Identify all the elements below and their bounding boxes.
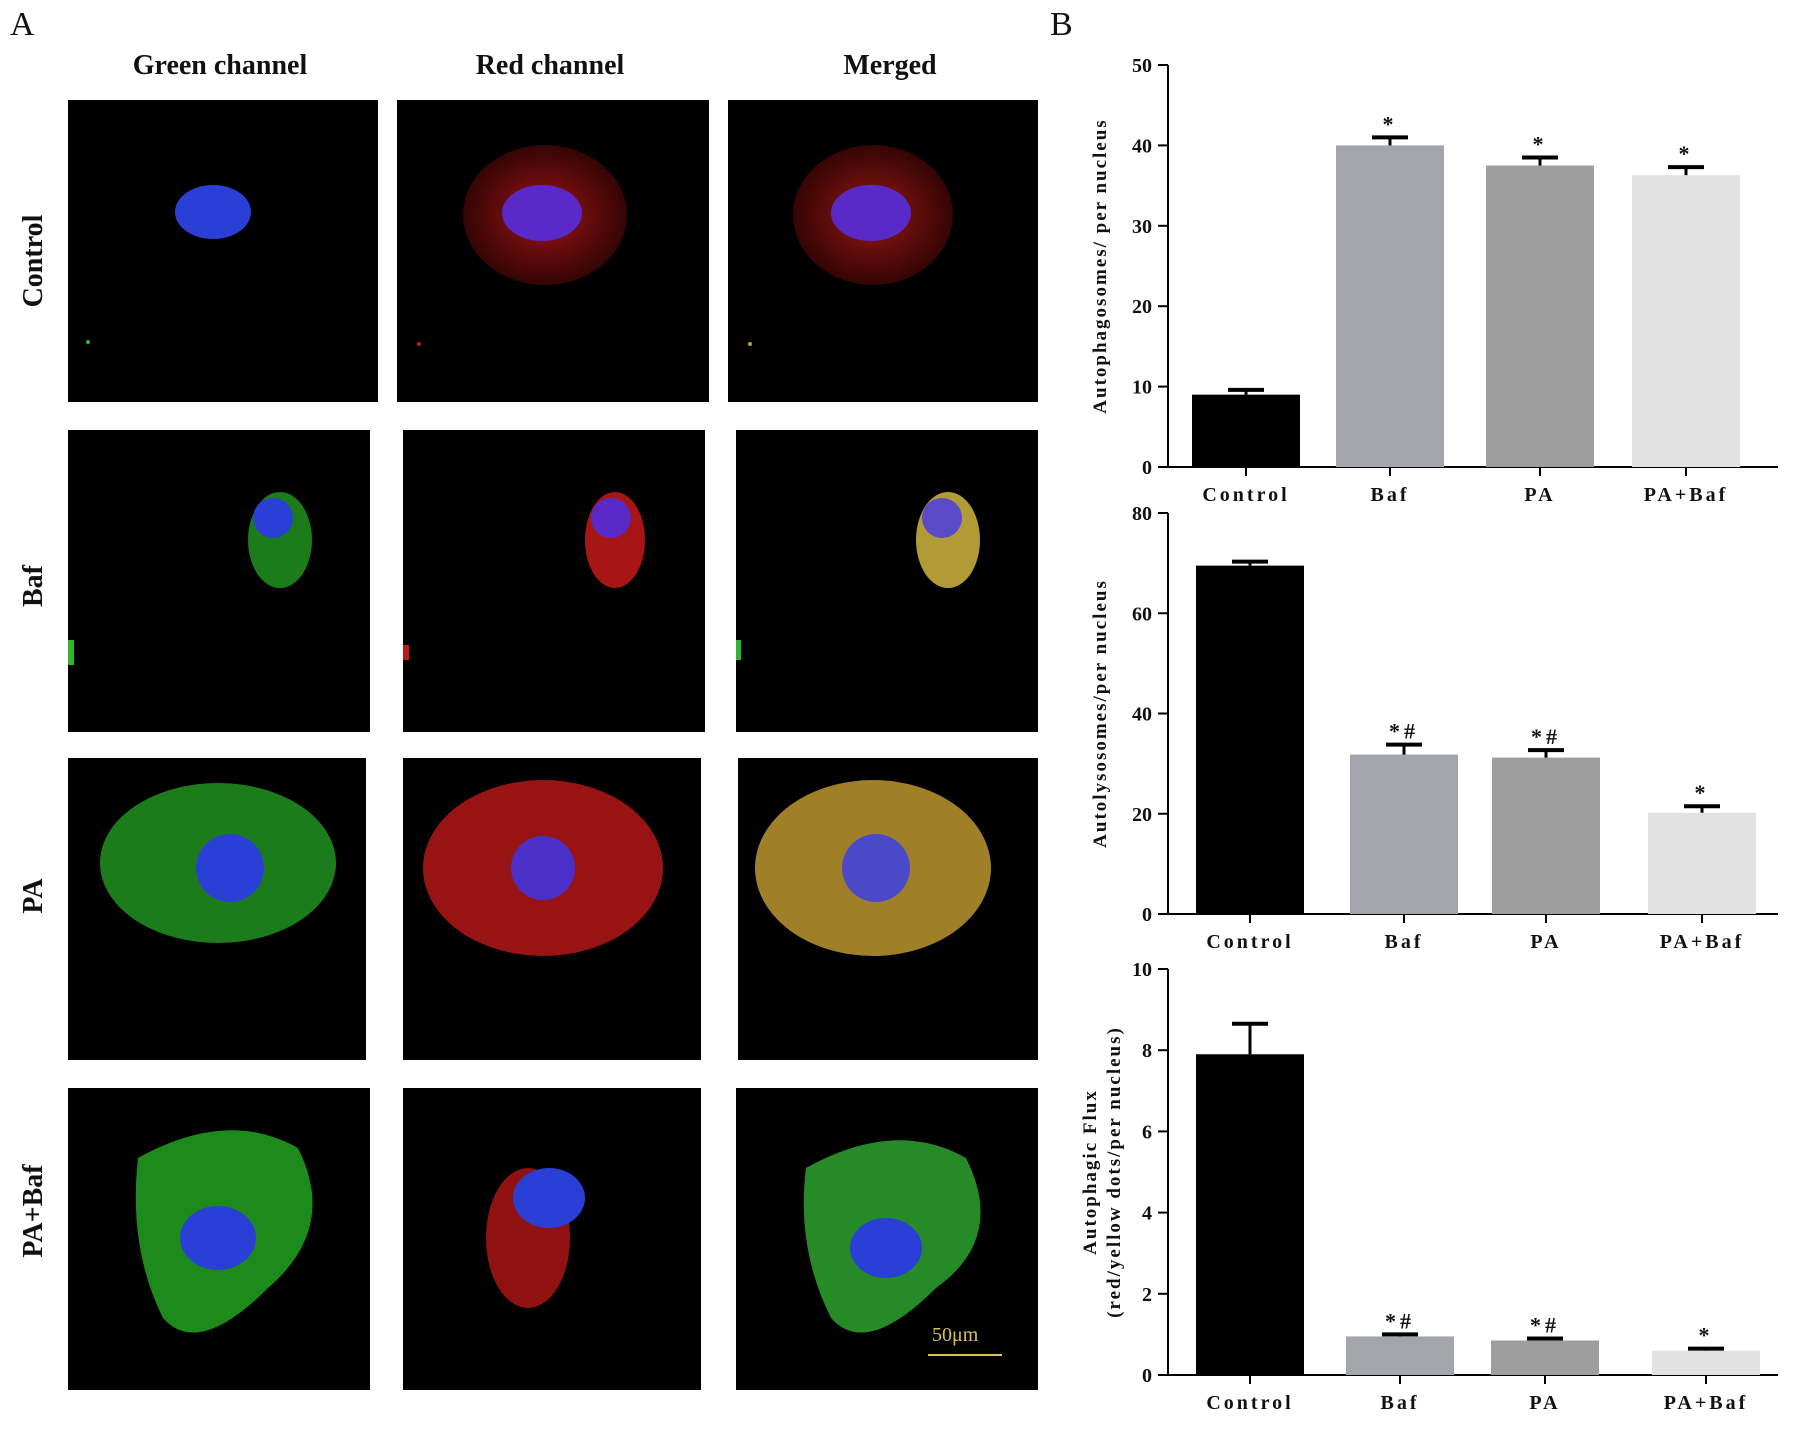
y-tick-label: 20 — [1132, 296, 1152, 318]
bar-pa-baf — [1632, 175, 1740, 467]
column-header-red: Red channel — [475, 50, 625, 81]
y-tick-label: 0 — [1142, 1365, 1152, 1387]
x-tick-label: PA — [1524, 484, 1555, 506]
y-tick-label: 40 — [1132, 704, 1152, 726]
y-tick-label: 0 — [1142, 904, 1152, 926]
bar-pa — [1486, 165, 1594, 467]
significance-label: * — [1533, 131, 1548, 156]
micrograph-pa-red — [403, 758, 701, 1060]
significance-label: * — [1383, 111, 1398, 136]
micrograph-control-green — [68, 100, 378, 402]
y-tick-label: 10 — [1132, 959, 1152, 981]
y-axis-label: Autophagic Flux — [1080, 1089, 1101, 1255]
micrograph-control-red — [397, 100, 709, 402]
significance-label: *# — [1530, 1312, 1560, 1337]
panel-b-letter: B — [1050, 6, 1073, 43]
bar-pa-baf — [1648, 812, 1756, 914]
micrograph-pa-baf-green — [68, 1088, 370, 1390]
bar-control — [1196, 1054, 1304, 1375]
x-tick-label: PA — [1530, 931, 1561, 953]
x-tick-label: Control — [1206, 931, 1293, 953]
chart-3: 0 2 4 6 8 10 Autophagic Flux (red/yellow dots/p… — [1080, 959, 1778, 1414]
micrograph-pa-green — [68, 758, 366, 1060]
micrograph-baf-merged — [736, 430, 1038, 732]
significance-label: *# — [1389, 719, 1419, 744]
x-tick-label: Control — [1202, 484, 1289, 506]
y-tick-label: 50 — [1132, 55, 1152, 77]
y-tick-label: 20 — [1132, 804, 1152, 826]
panel-a-letter: A — [10, 6, 35, 43]
scale-bar-label: 50μm — [932, 1324, 979, 1346]
y-tick-label: 80 — [1132, 503, 1152, 525]
significance-label: * — [1699, 1323, 1714, 1348]
y-tick-label: 30 — [1132, 216, 1152, 238]
y-tick-label: 4 — [1142, 1203, 1152, 1225]
y-tick-label: 10 — [1132, 377, 1152, 399]
bar-pa — [1491, 1340, 1599, 1375]
micrograph-baf-green — [68, 430, 370, 732]
bar-pa — [1492, 757, 1600, 914]
y-tick-label: 0 — [1142, 457, 1152, 479]
bar-pa-baf — [1652, 1350, 1760, 1375]
micrograph-pa-baf-merged: 50μm — [736, 1088, 1038, 1390]
micrograph-pa-baf-red — [403, 1088, 701, 1390]
x-tick-label: Baf — [1385, 931, 1424, 953]
scale-bar — [928, 1354, 1002, 1356]
bar-control — [1196, 565, 1304, 914]
bar-baf — [1336, 145, 1444, 467]
significance-label: * — [1695, 780, 1710, 805]
y-axis-label-2: (red/yellow dots/per nucleus) — [1104, 1026, 1125, 1318]
bar-baf — [1346, 1336, 1454, 1375]
x-tick-label: Control — [1206, 1392, 1293, 1414]
significance-label: *# — [1385, 1308, 1415, 1333]
x-tick-label: PA — [1529, 1392, 1560, 1414]
y-tick-label: 6 — [1142, 1121, 1152, 1143]
column-header-merged: Merged — [843, 50, 937, 81]
bar-baf — [1350, 754, 1458, 914]
chart-2: 0 20 40 60 80 Autolysosomes/per nucleus Contro… — [1090, 503, 1778, 953]
column-header-green: Green channel — [132, 50, 308, 81]
x-tick-label: PA+Baf — [1644, 484, 1729, 506]
micrograph-pa-merged — [738, 758, 1038, 1060]
micrograph-baf-red — [403, 430, 705, 732]
x-tick-label: PA+Baf — [1664, 1392, 1749, 1414]
bar-control — [1192, 394, 1300, 467]
x-tick-label: Baf — [1381, 1392, 1420, 1414]
chart-1: 0 10 20 30 40 50 Autophagosomes/ per nucleus Co… — [1090, 55, 1778, 506]
y-tick-label: 40 — [1132, 135, 1152, 157]
significance-label: *# — [1531, 724, 1561, 749]
y-axis-label: Autophagosomes/ per nucleus — [1090, 118, 1111, 413]
significance-label: * — [1679, 141, 1694, 166]
y-tick-label: 2 — [1142, 1284, 1152, 1306]
y-tick-label: 60 — [1132, 603, 1152, 625]
x-tick-label: Baf — [1371, 484, 1410, 506]
y-axis-label: Autolysosomes/per nucleus — [1090, 579, 1111, 848]
x-tick-label: PA+Baf — [1660, 931, 1745, 953]
micrograph-control-merged — [728, 100, 1038, 402]
y-tick-label: 8 — [1142, 1040, 1152, 1062]
